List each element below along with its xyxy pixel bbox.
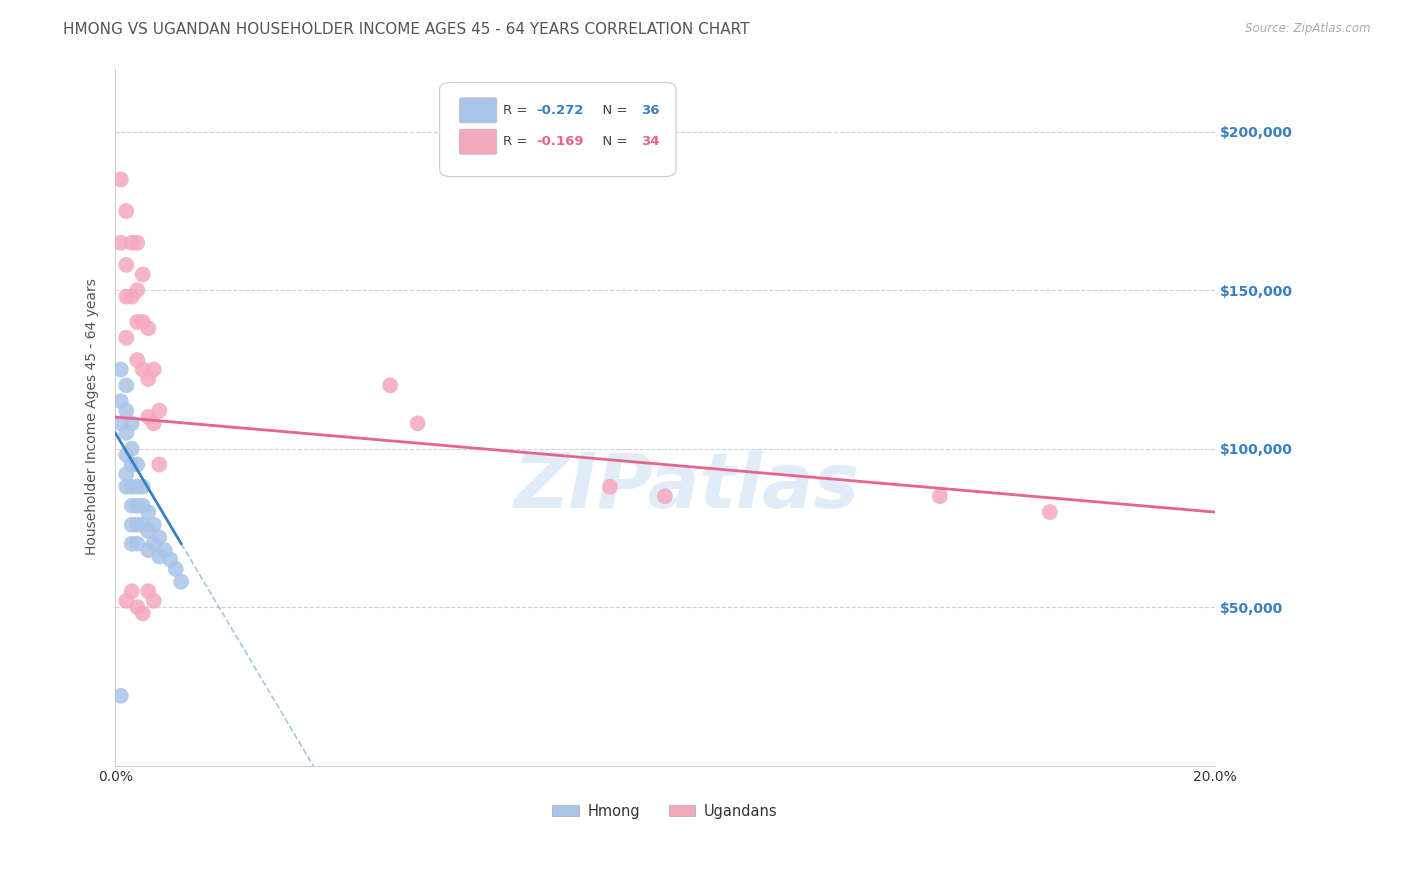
Point [115, 290, 138, 304]
Point [136, 372, 159, 386]
Point [127, 499, 149, 513]
Point [406, 417, 429, 431]
Point [115, 331, 138, 345]
Point [121, 442, 143, 456]
Point [132, 499, 155, 513]
FancyBboxPatch shape [460, 129, 496, 154]
Point [127, 283, 149, 297]
Point [115, 378, 138, 392]
Point [115, 204, 138, 219]
Point [115, 448, 138, 462]
Point [599, 480, 621, 494]
Point [142, 362, 165, 376]
Point [928, 489, 950, 503]
Point [148, 549, 170, 564]
Text: R =: R = [503, 103, 531, 117]
Point [115, 425, 138, 440]
Text: 36: 36 [641, 103, 659, 117]
Point [110, 689, 132, 703]
Point [153, 543, 176, 558]
Point [121, 290, 143, 304]
FancyBboxPatch shape [460, 98, 496, 123]
Point [136, 321, 159, 335]
Point [115, 594, 138, 608]
Text: -0.272: -0.272 [536, 103, 583, 117]
Point [110, 235, 132, 250]
Point [148, 403, 170, 417]
Point [136, 524, 159, 538]
Point [148, 530, 170, 544]
Text: Source: ZipAtlas.com: Source: ZipAtlas.com [1246, 22, 1371, 36]
Point [121, 458, 143, 472]
Point [136, 543, 159, 558]
Point [127, 517, 149, 532]
Point [115, 403, 138, 417]
Point [136, 505, 159, 519]
Point [121, 537, 143, 551]
Point [132, 480, 155, 494]
Point [142, 537, 165, 551]
Point [127, 235, 149, 250]
Point [121, 235, 143, 250]
Point [132, 268, 155, 282]
Point [142, 594, 165, 608]
Point [165, 562, 187, 576]
FancyBboxPatch shape [440, 82, 676, 177]
Point [127, 458, 149, 472]
Y-axis label: Householder Income Ages 45 - 64 years: Householder Income Ages 45 - 64 years [86, 278, 100, 556]
Point [127, 315, 149, 329]
Text: N =: N = [593, 103, 631, 117]
Point [121, 417, 143, 431]
Point [142, 417, 165, 431]
Point [115, 480, 138, 494]
Point [127, 600, 149, 615]
Point [1039, 505, 1062, 519]
Point [115, 467, 138, 481]
Text: 34: 34 [641, 136, 659, 148]
Text: R =: R = [503, 136, 531, 148]
Point [110, 417, 132, 431]
Text: HMONG VS UGANDAN HOUSEHOLDER INCOME AGES 45 - 64 YEARS CORRELATION CHART: HMONG VS UGANDAN HOUSEHOLDER INCOME AGES… [63, 22, 749, 37]
Point [132, 607, 155, 621]
Point [132, 517, 155, 532]
Point [110, 362, 132, 376]
Text: ZIPatlas: ZIPatlas [515, 450, 860, 524]
Text: N =: N = [593, 136, 631, 148]
Point [110, 172, 132, 186]
Point [378, 378, 401, 392]
Point [142, 517, 165, 532]
Point [121, 499, 143, 513]
Point [127, 353, 149, 368]
Point [654, 489, 676, 503]
Point [132, 362, 155, 376]
Point [132, 315, 155, 329]
Point [170, 574, 193, 589]
Point [148, 458, 170, 472]
Point [127, 480, 149, 494]
Point [127, 537, 149, 551]
Point [159, 552, 181, 566]
Point [121, 584, 143, 599]
Text: -0.169: -0.169 [536, 136, 583, 148]
Point [136, 410, 159, 425]
Point [115, 258, 138, 272]
Point [136, 584, 159, 599]
Legend: Hmong, Ugandans: Hmong, Ugandans [547, 797, 783, 824]
Point [121, 480, 143, 494]
Point [110, 394, 132, 409]
Point [121, 517, 143, 532]
